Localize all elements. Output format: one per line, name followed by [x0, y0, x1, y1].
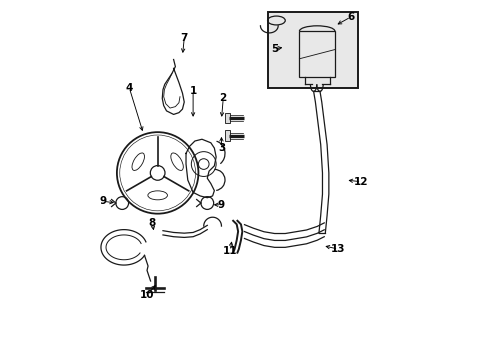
- Text: 12: 12: [353, 177, 368, 187]
- Text: 3: 3: [217, 143, 224, 153]
- Text: 13: 13: [330, 244, 345, 254]
- Text: 5: 5: [270, 44, 278, 54]
- Text: 1: 1: [189, 86, 196, 96]
- Text: 9: 9: [218, 200, 224, 210]
- Bar: [224, 113, 230, 123]
- Bar: [267, 12, 357, 88]
- Text: 10: 10: [140, 290, 154, 300]
- Bar: [224, 130, 230, 141]
- Text: 2: 2: [219, 94, 226, 103]
- Text: 9: 9: [99, 196, 106, 206]
- Text: 6: 6: [346, 12, 354, 22]
- Text: 8: 8: [148, 217, 156, 228]
- Bar: [299, 31, 334, 77]
- Text: 4: 4: [125, 83, 133, 93]
- Text: 11: 11: [223, 246, 237, 256]
- Text: 7: 7: [180, 33, 187, 43]
